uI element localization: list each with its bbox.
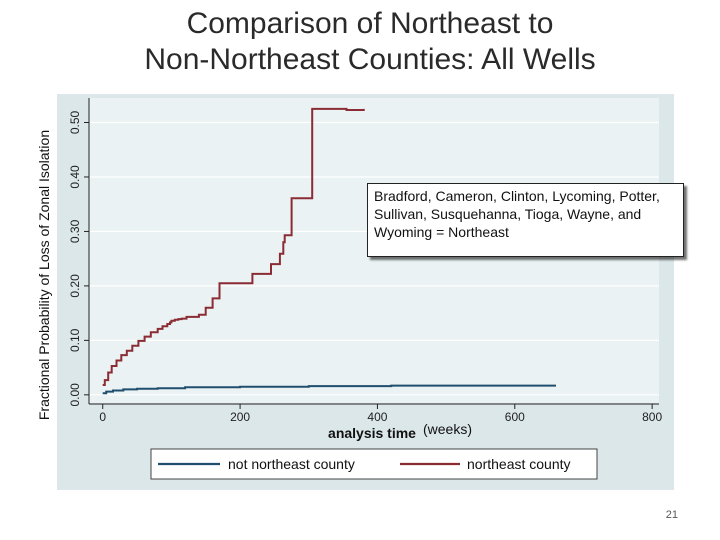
title-line-1: Comparison of Northeast to <box>186 7 554 40</box>
grid-lines <box>89 121 659 396</box>
y-tick-label-5: 0.50 <box>68 111 82 135</box>
axes: 0.00 0.10 0.20 0.30 0.40 0.50 0 200 400 600 800 <box>68 98 662 424</box>
y-tick-label-3: 0.30 <box>68 219 82 243</box>
legend: not northeast county northeast county <box>150 448 598 480</box>
x-tick-label-1: 200 <box>230 410 250 424</box>
legend-box <box>150 448 598 480</box>
x-tick-label-0: 0 <box>99 410 106 424</box>
series-line-not-northeast <box>102 384 556 395</box>
legend-label-not-northeast: not northeast county <box>228 456 355 472</box>
y-tick-label-1: 0.10 <box>68 328 82 352</box>
y-tick-label-4: 0.40 <box>68 165 82 189</box>
page-number: 21 <box>665 509 678 521</box>
series-lines <box>102 107 556 395</box>
x-tick-label-3: 600 <box>505 410 525 424</box>
slide-title: Comparison of Northeast to Non-Northeast… <box>90 6 650 78</box>
units-note: (weeks) <box>423 421 473 437</box>
series-line-northeast <box>102 107 365 386</box>
y-tick-label-0: 0.00 <box>68 383 82 407</box>
x-tick-label-4: 800 <box>642 410 662 424</box>
northeast-definition-note: Bradford, Cameron, Clinton, Lycoming, Po… <box>367 183 684 257</box>
y-tick-label-2: 0.20 <box>68 274 82 298</box>
x-axis-title: analysis time <box>328 425 416 441</box>
legend-label-northeast: northeast county <box>467 456 571 472</box>
x-tick-label-2: 400 <box>367 410 387 424</box>
title-line-2: Non-Northeast Counties: All Wells <box>144 43 596 76</box>
